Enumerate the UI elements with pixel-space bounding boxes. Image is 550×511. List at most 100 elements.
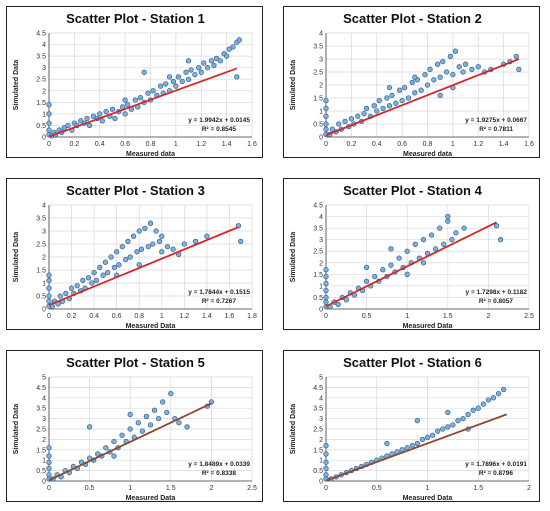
data-point <box>388 246 394 252</box>
chart-title: Scatter Plot - Station 6 <box>343 355 482 370</box>
data-point <box>485 397 492 403</box>
data-point <box>323 280 329 287</box>
data-point <box>323 126 329 132</box>
data-point <box>119 243 125 250</box>
trendline <box>48 226 239 306</box>
data-point <box>183 69 189 75</box>
data-point <box>46 120 52 126</box>
data-point <box>399 97 405 104</box>
scatter-panel-4: Scatter Plot - Station 4 0 0.5 1 1.5 2 2.5 3 3.5… <box>283 178 540 330</box>
y-tick-label: 0.5 <box>313 122 323 129</box>
y-tick-label: 1 <box>319 283 323 290</box>
data-point <box>380 105 386 112</box>
data-point <box>238 238 244 245</box>
data-point <box>159 233 165 239</box>
x-tick-label: 0.5 <box>362 313 372 320</box>
y-tick-label: 3.5 <box>36 216 46 223</box>
y-tick-label: 4.5 <box>313 203 323 210</box>
data-point <box>431 77 437 83</box>
y-tick-label: 2 <box>319 437 323 444</box>
data-point <box>139 428 146 434</box>
data-point <box>434 428 441 434</box>
data-point <box>160 399 166 405</box>
y-tick-label: 0 <box>319 479 323 486</box>
x-tick-label: 2 <box>209 485 213 492</box>
data-point <box>470 407 476 413</box>
trendline <box>48 67 238 138</box>
data-point <box>61 125 67 131</box>
y-tick-label: 0 <box>319 307 323 314</box>
data-point <box>122 111 128 117</box>
data-point <box>388 262 394 268</box>
trendline-equation: y = 1.8489x + 0.0339 <box>188 461 250 468</box>
data-point <box>97 264 103 271</box>
data-point <box>441 241 447 247</box>
data-point <box>396 255 402 261</box>
data-point <box>181 241 187 247</box>
data-point <box>150 88 156 94</box>
data-point <box>323 459 329 465</box>
data-point <box>445 409 451 416</box>
data-point <box>46 453 52 459</box>
y-tick-label: 0 <box>319 135 323 142</box>
data-point <box>420 237 427 243</box>
data-point <box>363 105 370 112</box>
y-tick-label: 2.5 <box>36 242 46 249</box>
data-point <box>188 67 194 73</box>
x-tick-label: 1.2 <box>196 141 206 148</box>
data-point <box>384 95 390 101</box>
data-point <box>114 249 120 255</box>
data-point <box>157 83 164 89</box>
scatter-chart-svg: Scatter Plot - Station 4 0 0.5 1 1.5 2 2.5 3 3.5… <box>290 183 534 330</box>
data-point <box>185 58 192 64</box>
r-squared-label: R² = 0.8338 <box>202 470 237 477</box>
x-tick-label: 1.4 <box>222 141 232 148</box>
data-point <box>86 122 93 129</box>
chart-title: Scatter Plot - Station 3 <box>66 183 205 198</box>
scatter-chart-svg: Scatter Plot - Station 6 0 0.5 1 1.5 2 2.5 3 3.5… <box>290 355 531 502</box>
data-point <box>434 61 441 67</box>
x-tick-label: 1.8 <box>247 313 257 320</box>
data-point <box>196 65 202 71</box>
x-tick-label: 0.4 <box>95 141 105 148</box>
data-point <box>409 79 415 86</box>
y-tick-label: 4.5 <box>36 31 46 38</box>
data-point <box>208 58 215 64</box>
data-point <box>462 61 469 67</box>
data-point <box>449 237 455 243</box>
trendline-equation: y = 1.7298x + 0.1182 <box>466 289 528 296</box>
scatter-chart-svg: Scatter Plot - Station 1 0 0.5 1 1.5 2 2.5 3 3.5… <box>13 11 257 158</box>
data-point <box>145 243 151 250</box>
x-axis-label: Measured Data <box>126 323 176 330</box>
data-point <box>452 48 459 54</box>
y-tick-label: 4 <box>42 395 46 402</box>
y-tick-label: 0 <box>42 307 46 314</box>
data-point <box>348 116 355 122</box>
data-point <box>204 65 211 71</box>
data-point <box>461 225 467 231</box>
data-point <box>46 101 52 108</box>
data-point <box>175 74 182 80</box>
data-point <box>217 58 223 64</box>
data-point <box>424 82 431 88</box>
y-tick-label: 0 <box>42 135 46 142</box>
y-tick-label: 0.5 <box>36 468 46 475</box>
data-point <box>323 442 329 449</box>
y-tick-label: 4 <box>319 395 323 402</box>
x-tick-label: 0.8 <box>146 141 156 148</box>
data-point <box>443 69 450 75</box>
y-tick-label: 3.5 <box>36 406 46 413</box>
y-tick-label: 3 <box>319 57 323 64</box>
y-tick-label: 1 <box>319 458 323 465</box>
data-point <box>185 76 192 82</box>
y-tick-label: 1 <box>42 281 46 288</box>
data-point <box>108 254 114 260</box>
scatter-panel-6: Scatter Plot - Station 6 0 0.5 1 1.5 2 2.5 3 3.5… <box>283 350 540 502</box>
data-point <box>112 115 118 122</box>
y-tick-label: 4.5 <box>36 385 46 392</box>
data-point <box>136 228 142 234</box>
x-tick-label: 0.6 <box>112 313 122 320</box>
data-point <box>137 95 144 101</box>
data-point <box>46 285 52 291</box>
